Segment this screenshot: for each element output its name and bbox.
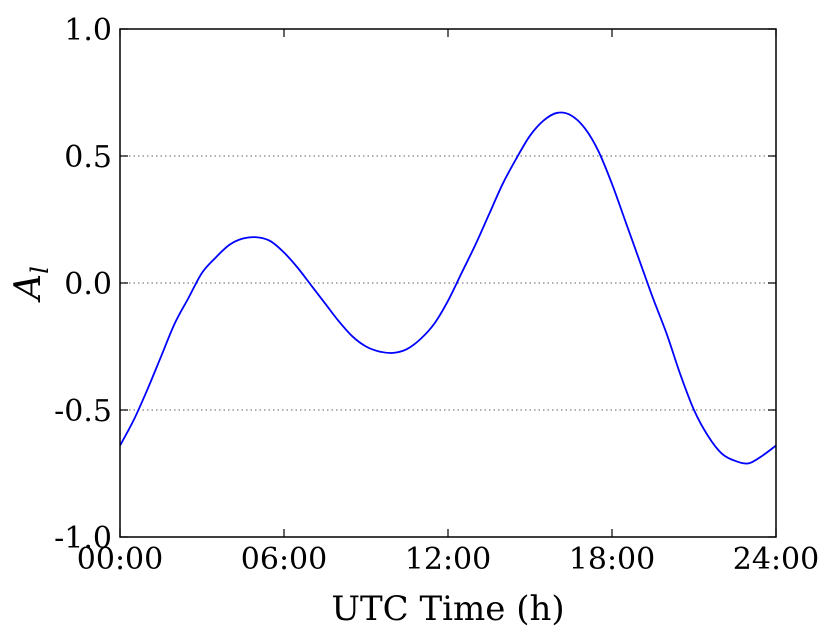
y-tick-label: -0.5 — [54, 394, 112, 429]
plot-frame — [119, 28, 777, 538]
x-tick-label: 06:00 — [241, 542, 327, 577]
y-tick-label: 0.0 — [64, 267, 112, 302]
x-tick-label: 24:00 — [733, 542, 819, 577]
x-tick-label: 18:00 — [569, 542, 655, 577]
x-axis-title: UTC Time (h) — [331, 589, 564, 629]
series-line — [119, 111, 777, 465]
grid-lines — [120, 155, 776, 411]
axis-ticks — [119, 28, 777, 538]
y-tick-label: -1.0 — [54, 521, 112, 556]
y-tick-label: 0.5 — [64, 140, 112, 175]
x-tick-label: 12:00 — [405, 542, 491, 577]
svg-text:Al: Al — [8, 266, 54, 303]
y-axis-title: Al — [8, 266, 54, 303]
y-axis-title-subscript: l — [26, 266, 54, 274]
x-tick-label: 00:00 — [77, 542, 163, 577]
y-tick-label: 1.0 — [64, 13, 112, 48]
y-axis-title-main: A — [8, 274, 49, 303]
axis-tick-labels: 00:00 06:00 12:00 18:00 24:00 1.0 0.5 0.0 -0.5 -1… — [54, 13, 819, 577]
